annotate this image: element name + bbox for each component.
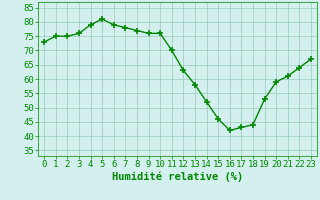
- X-axis label: Humidité relative (%): Humidité relative (%): [112, 172, 243, 182]
